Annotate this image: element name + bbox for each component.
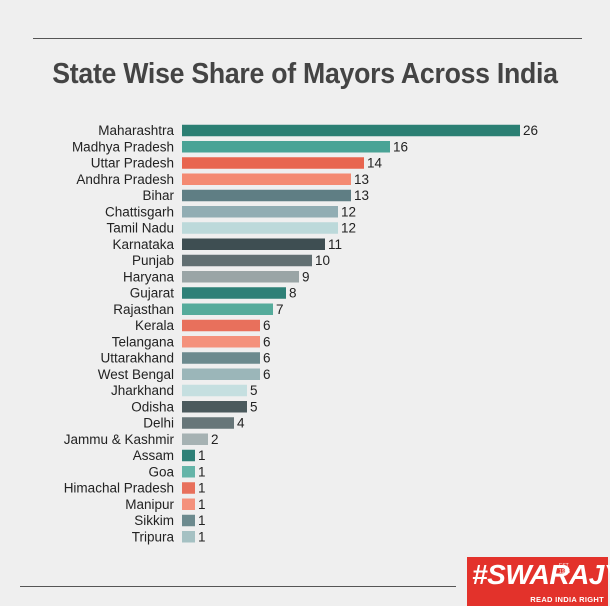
- value-label-tamil-nadu: 12: [341, 221, 356, 236]
- value-label-karnataka: 11: [328, 237, 342, 252]
- value-label-tripura: 1: [198, 529, 206, 544]
- bar-himachal-pradesh: [182, 482, 195, 494]
- category-label-manipur: Manipur: [125, 497, 174, 512]
- value-label-sikkim: 1: [198, 513, 206, 528]
- category-label-bihar: Bihar: [142, 188, 174, 203]
- bar-odisha: [182, 401, 247, 413]
- bar-gujarat: [182, 287, 286, 299]
- value-label-rajasthan: 7: [276, 302, 284, 317]
- bar-rajasthan: [182, 303, 273, 315]
- bar-madhya-pradesh: [182, 141, 390, 153]
- value-label-uttar-pradesh: 14: [367, 156, 383, 171]
- value-label-andhra-pradesh: 13: [354, 172, 369, 187]
- value-label-gujarat: 8: [289, 286, 297, 301]
- bar-goa: [182, 466, 195, 478]
- value-label-delhi: 4: [237, 416, 245, 431]
- category-label-tamil-nadu: Tamil Nadu: [106, 221, 174, 236]
- bar-haryana: [182, 271, 299, 283]
- category-label-assam: Assam: [133, 448, 174, 463]
- bar-karnataka: [182, 238, 325, 250]
- bar-west-bengal: [182, 368, 260, 380]
- value-label-odisha: 5: [250, 399, 258, 414]
- value-label-uttarakhand: 6: [263, 351, 271, 366]
- category-label-west-bengal: West Bengal: [98, 367, 174, 382]
- top-divider: [33, 38, 582, 39]
- value-label-haryana: 9: [302, 269, 310, 284]
- category-label-gujarat: Gujarat: [130, 286, 175, 301]
- category-label-madhya-pradesh: Madhya Pradesh: [72, 139, 174, 154]
- value-label-bihar: 13: [354, 188, 369, 203]
- category-label-jharkhand: Jharkhand: [111, 383, 174, 398]
- bar-jharkhand: [182, 384, 247, 397]
- value-label-goa: 1: [198, 464, 206, 479]
- value-label-jammu-kashmir: 2: [211, 432, 219, 447]
- category-label-andhra-pradesh: Andhra Pradesh: [76, 172, 174, 187]
- category-label-karnataka: Karnataka: [112, 237, 174, 252]
- value-label-assam: 1: [198, 448, 206, 463]
- bar-uttarakhand: [182, 352, 260, 364]
- category-label-chattisgarh: Chattisgarh: [105, 204, 174, 219]
- logo-est: EST 1956: [559, 563, 571, 575]
- logo-tagline: READ INDIA RIGHT: [530, 595, 604, 604]
- value-label-himachal-pradesh: 1: [198, 481, 206, 496]
- value-label-maharashtra: 26: [523, 123, 538, 138]
- category-label-uttar-pradesh: Uttar Pradesh: [91, 156, 174, 171]
- bar-chattisgarh: [182, 206, 338, 218]
- value-label-punjab: 10: [315, 253, 330, 268]
- category-label-delhi: Delhi: [143, 416, 174, 431]
- value-label-kerala: 6: [263, 318, 271, 333]
- category-label-goa: Goa: [148, 464, 174, 479]
- category-label-haryana: Haryana: [123, 269, 175, 284]
- bar-assam: [182, 449, 195, 462]
- value-label-chattisgarh: 12: [341, 204, 356, 219]
- category-label-himachal-pradesh: Himachal Pradesh: [64, 481, 174, 496]
- category-label-rajasthan: Rajasthan: [113, 302, 174, 317]
- bar-maharashtra: [182, 124, 520, 137]
- bar-tripura: [182, 531, 195, 543]
- bar-manipur: [182, 498, 195, 510]
- value-label-west-bengal: 6: [263, 367, 271, 382]
- bar-delhi: [182, 417, 234, 429]
- bar-uttar-pradesh: [182, 157, 364, 169]
- bar-sikkim: [182, 514, 195, 527]
- value-label-jharkhand: 5: [250, 383, 258, 398]
- bar-tamil-nadu: [182, 222, 338, 234]
- logo-wordmark: #SWARAJYA: [472, 559, 610, 590]
- category-label-maharashtra: Maharashtra: [98, 123, 174, 138]
- category-label-sikkim: Sikkim: [134, 513, 174, 528]
- value-label-telangana: 6: [263, 334, 271, 349]
- bar-kerala: [182, 319, 260, 332]
- chart-title: State Wise Share of Mayors Across India: [52, 58, 558, 90]
- bar-jammu-kashmir: [182, 433, 208, 445]
- category-label-odisha: Odisha: [131, 399, 174, 414]
- value-label-madhya-pradesh: 16: [393, 139, 408, 154]
- value-label-manipur: 1: [198, 497, 206, 512]
- category-label-uttarakhand: Uttarakhand: [100, 351, 174, 366]
- category-label-telangana: Telangana: [112, 334, 175, 349]
- category-label-kerala: Kerala: [135, 318, 175, 333]
- bottom-divider: [20, 586, 456, 587]
- category-label-tripura: Tripura: [132, 529, 175, 544]
- category-label-punjab: Punjab: [132, 253, 174, 268]
- bar-telangana: [182, 336, 260, 348]
- bar-punjab: [182, 254, 312, 267]
- bar-bihar: [182, 189, 351, 202]
- bar-andhra-pradesh: [182, 173, 351, 185]
- category-label-jammu-kashmir: Jammu & Kashmir: [64, 432, 175, 447]
